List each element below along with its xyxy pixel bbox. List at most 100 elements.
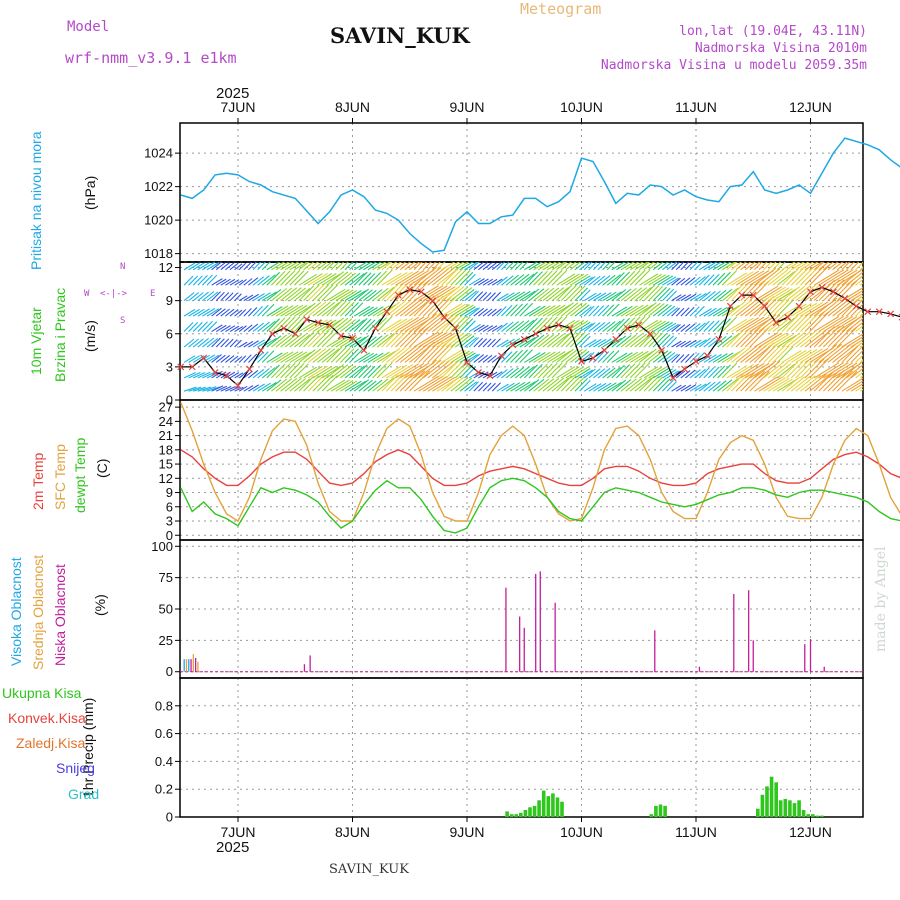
wind-barb xyxy=(482,354,493,363)
wind-barb xyxy=(740,371,761,392)
wind-barb xyxy=(827,362,853,379)
wind-barb xyxy=(206,308,220,317)
wind-barb xyxy=(657,262,669,271)
wind-speed-marker xyxy=(188,363,196,371)
wind-barb xyxy=(215,338,225,348)
wind-barb xyxy=(321,331,338,348)
wind-barb xyxy=(192,371,206,379)
wind-barb xyxy=(317,365,337,379)
wind-barb xyxy=(846,344,863,363)
wind-barb xyxy=(225,338,234,348)
y-tick-label: 3 xyxy=(166,514,173,529)
wind-barb xyxy=(252,276,265,286)
wind-barb xyxy=(602,338,617,348)
wind-barb xyxy=(427,360,450,379)
wind-barb xyxy=(464,337,477,348)
wind-barb xyxy=(358,272,372,286)
wind-barb xyxy=(772,288,793,302)
wind-barb xyxy=(657,378,671,392)
wind-barb xyxy=(188,275,199,286)
wind-barb xyxy=(777,262,786,271)
wind-barb xyxy=(432,296,452,317)
wind-barb xyxy=(675,262,685,271)
wind-speed-marker xyxy=(234,382,242,390)
wind-barb xyxy=(271,334,288,348)
wind-barb xyxy=(712,380,727,392)
wind-barb xyxy=(666,370,679,379)
wind-barb xyxy=(703,367,715,379)
precip-bar xyxy=(820,815,824,817)
wind-barb xyxy=(827,262,839,271)
wind-barb xyxy=(275,270,291,286)
wind-barb xyxy=(579,380,591,392)
wind-barb xyxy=(846,262,855,271)
wind-barb xyxy=(611,272,625,286)
wind-barb xyxy=(749,371,770,392)
wind-barb xyxy=(754,267,777,286)
wind-barb xyxy=(602,262,612,271)
wind-barb xyxy=(570,262,582,271)
wind-barb xyxy=(464,381,477,392)
wind-barb xyxy=(390,282,410,302)
wind-barb xyxy=(685,323,696,332)
wind-barb xyxy=(823,369,845,392)
wind-barb xyxy=(321,262,333,271)
wind-barb xyxy=(275,316,291,332)
y-tick-label: 1022 xyxy=(144,179,173,194)
wind-speed-marker xyxy=(841,295,849,302)
wind-barb xyxy=(721,316,738,332)
model-elevation-label: Nadmorska Visina u modelu 2059.35m xyxy=(600,58,867,73)
wind-barb xyxy=(202,308,216,317)
wind-barb xyxy=(767,344,786,363)
wind-barb xyxy=(556,262,568,271)
wind-barb xyxy=(487,262,497,271)
wind-barb xyxy=(593,321,606,332)
wind-barb xyxy=(252,262,262,271)
wind-barb xyxy=(767,287,790,302)
wind-barb xyxy=(754,285,779,302)
wind-barb xyxy=(211,307,222,317)
wind-barb xyxy=(501,338,515,348)
wind-barb xyxy=(326,262,336,271)
precip-bar xyxy=(537,800,541,817)
wind-barb xyxy=(229,386,240,392)
wind-barb xyxy=(298,273,317,286)
wind-barb xyxy=(478,324,489,333)
wind-barb xyxy=(455,262,470,271)
precip-bar xyxy=(555,797,560,817)
wind-barb xyxy=(712,365,726,379)
wind-barb xyxy=(763,343,783,363)
wind-barb xyxy=(220,308,231,317)
wind-barb xyxy=(372,287,389,302)
wind-marker-stroke xyxy=(795,302,803,310)
wind-barb xyxy=(685,306,695,317)
wind-barb xyxy=(344,290,362,302)
wind-barb xyxy=(284,362,301,379)
wind-speed-marker xyxy=(497,352,505,360)
wind-barb xyxy=(620,378,637,392)
wind-barb xyxy=(197,386,212,392)
wind-barb xyxy=(510,366,525,379)
wind-barb xyxy=(307,284,325,302)
wind-barb xyxy=(717,364,731,379)
wind-barb xyxy=(827,315,853,333)
wind-barb xyxy=(468,277,481,286)
wind-barb xyxy=(855,324,863,332)
wind-barb xyxy=(284,316,301,332)
wind-barb xyxy=(671,340,682,348)
wind-marker-stroke xyxy=(223,372,230,380)
wind-barb xyxy=(823,315,849,333)
wind-barb xyxy=(183,322,194,332)
wind-barb xyxy=(330,335,350,348)
wind-barb xyxy=(188,262,200,271)
wind-barb xyxy=(744,262,756,271)
wind-barb xyxy=(841,360,863,379)
wind-speed-marker xyxy=(761,302,769,310)
wind-barb xyxy=(846,289,863,302)
wind-barb xyxy=(386,272,408,286)
wind-barb xyxy=(459,288,475,302)
wind-barb xyxy=(758,286,783,302)
wind-barb xyxy=(280,262,295,271)
wind-speed-marker xyxy=(772,319,780,327)
wind-barb xyxy=(602,367,616,379)
